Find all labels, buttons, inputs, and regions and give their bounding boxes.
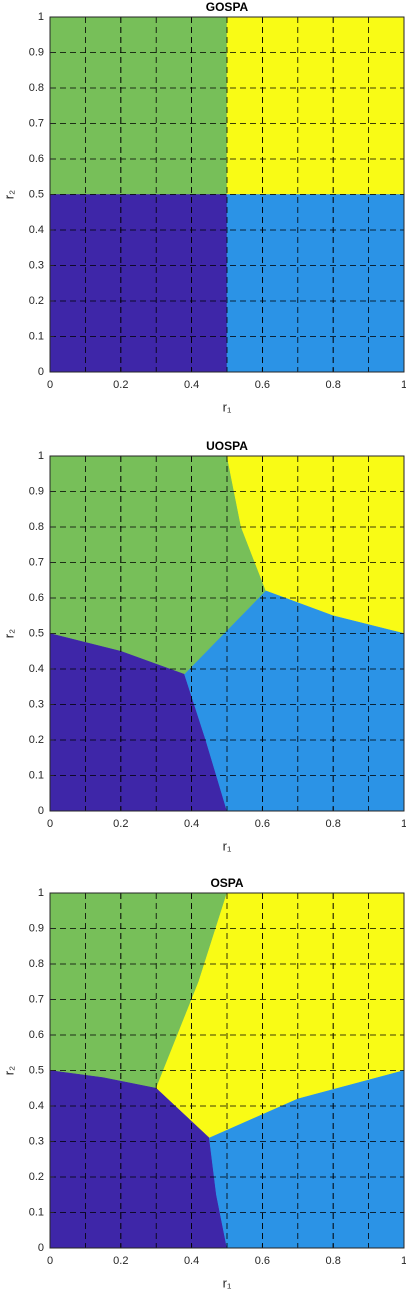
x-tick-label: 0.8: [326, 1255, 341, 1267]
chart-title: GOSPA: [206, 0, 249, 14]
y-tick-label: 0.7: [29, 556, 44, 568]
x-axis-label: r₁: [223, 399, 232, 414]
x-tick-label: 0.4: [184, 379, 199, 391]
y-tick-label: 0: [38, 366, 44, 378]
x-tick-label: 0.4: [184, 1255, 199, 1267]
y-tick-label: 0.8: [29, 958, 44, 970]
y-tick-label: 0.5: [29, 188, 44, 200]
x-tick-label: 0: [47, 818, 53, 830]
y-tick-label: 0.4: [29, 224, 44, 236]
axes-box: [49, 455, 405, 812]
y-tick-label: 0.1: [29, 1206, 44, 1218]
chart-title: UOSPA: [206, 439, 248, 453]
axes-box: [49, 892, 405, 1249]
y-tick-label: 0.2: [29, 1171, 44, 1183]
x-tick-label: 1: [401, 818, 406, 830]
x-tick-label: 0.2: [113, 1255, 128, 1267]
region: [226, 16, 405, 195]
y-tick-label: 1: [38, 887, 44, 899]
y-tick-label: 0.4: [29, 663, 44, 675]
y-tick-label: 0.7: [29, 993, 44, 1005]
region: [49, 194, 228, 373]
region: [49, 16, 228, 195]
y-axis-label: r₂: [1, 1066, 16, 1075]
y-tick-label: 0.6: [29, 153, 44, 165]
x-tick-label: 0.8: [326, 818, 341, 830]
x-tick-label: 0.6: [255, 379, 270, 391]
x-tick-label: 0.6: [255, 1255, 270, 1267]
y-tick-label: 0.1: [29, 330, 44, 342]
y-axis-label: r₂: [1, 190, 16, 199]
y-tick-label: 1: [38, 11, 44, 23]
y-tick-label: 0.7: [29, 117, 44, 129]
x-tick-label: 0: [47, 379, 53, 391]
x-axis-label: r₁: [223, 838, 232, 853]
y-axis-label: r₂: [1, 629, 16, 638]
y-tick-label: 0.9: [29, 46, 44, 58]
x-tick-label: 0.2: [113, 379, 128, 391]
chart-title: OSPA: [210, 876, 243, 890]
y-tick-label: 0.8: [29, 521, 44, 533]
y-tick-label: 1: [38, 450, 44, 462]
x-tick-label: 0.8: [326, 379, 341, 391]
axes-box: [49, 16, 405, 373]
y-tick-label: 0.5: [29, 1064, 44, 1076]
y-tick-label: 0.3: [29, 698, 44, 710]
y-tick-label: 0.3: [29, 1135, 44, 1147]
y-tick-label: 0.6: [29, 592, 44, 604]
x-tick-label: 0: [47, 1255, 53, 1267]
x-tick-label: 1: [401, 379, 406, 391]
y-tick-label: 0.4: [29, 1100, 44, 1112]
y-tick-label: 0.3: [29, 259, 44, 271]
x-axis-label: r₁: [223, 1275, 232, 1290]
y-tick-label: 0.9: [29, 922, 44, 934]
y-tick-label: 0.1: [29, 769, 44, 781]
y-tick-label: 0: [38, 805, 44, 817]
region: [226, 194, 405, 373]
x-tick-label: 0.4: [184, 818, 199, 830]
y-tick-label: 0.2: [29, 734, 44, 746]
y-tick-label: 0.9: [29, 485, 44, 497]
x-tick-label: 1: [401, 1255, 406, 1267]
y-tick-label: 0.6: [29, 1029, 44, 1041]
y-tick-label: 0.8: [29, 82, 44, 94]
x-tick-label: 0.6: [255, 818, 270, 830]
x-tick-label: 0.2: [113, 818, 128, 830]
y-tick-label: 0: [38, 1242, 44, 1254]
y-tick-label: 0.2: [29, 295, 44, 307]
y-tick-label: 0.5: [29, 627, 44, 639]
